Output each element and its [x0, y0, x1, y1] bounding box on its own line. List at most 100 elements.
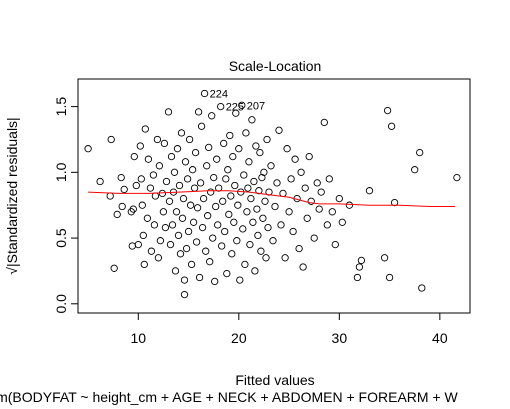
x-tick-label: 10	[131, 330, 147, 346]
data-point	[174, 146, 180, 152]
data-point	[336, 195, 342, 201]
data-point	[160, 209, 166, 215]
plot-frame	[78, 79, 470, 313]
data-point	[138, 176, 144, 182]
data-point	[176, 182, 182, 188]
data-point	[228, 193, 234, 199]
data-point	[268, 163, 274, 169]
data-point	[191, 185, 197, 191]
data-point	[237, 277, 243, 283]
data-point	[159, 190, 165, 196]
data-point	[332, 241, 338, 247]
data-point	[196, 274, 202, 280]
data-point	[179, 215, 185, 221]
data-point	[257, 149, 263, 155]
data-point	[154, 136, 160, 142]
data-point	[207, 259, 213, 265]
data-point	[346, 202, 352, 208]
data-point	[286, 209, 292, 215]
x-axis-label: Fitted values	[235, 372, 314, 388]
data-point	[304, 215, 310, 221]
data-point	[151, 222, 157, 228]
chart-title: Scale-Location	[229, 58, 322, 74]
data-point	[280, 190, 286, 196]
data-point	[175, 232, 181, 238]
data-point	[161, 140, 167, 146]
data-point	[366, 188, 372, 194]
data-point	[356, 264, 362, 270]
data-point	[262, 198, 268, 204]
data-point	[226, 211, 232, 217]
data-point	[230, 153, 236, 159]
data-point	[141, 261, 147, 267]
data-point	[140, 232, 146, 238]
data-point	[114, 211, 120, 217]
data-point	[152, 193, 158, 199]
data-point	[302, 185, 308, 191]
data-point	[318, 189, 324, 195]
data-point	[85, 146, 91, 152]
data-point	[156, 163, 162, 169]
data-point	[201, 90, 207, 96]
data-point	[185, 228, 191, 234]
data-point	[131, 153, 137, 159]
data-point	[300, 264, 306, 270]
data-point	[276, 127, 282, 133]
point-label: 207	[247, 100, 265, 112]
data-point	[205, 213, 211, 219]
data-point	[157, 238, 163, 244]
data-point	[261, 169, 267, 175]
data-point	[381, 255, 387, 261]
data-point	[222, 228, 228, 234]
y-tick-label: 1.0	[53, 162, 69, 182]
data-point	[192, 149, 198, 155]
y-axis-label: √|Standardized residuals|	[4, 117, 20, 274]
data-point	[264, 136, 270, 142]
data-point	[235, 202, 241, 208]
data-point	[314, 180, 320, 186]
data-point	[118, 174, 124, 180]
data-point	[172, 268, 178, 274]
data-point	[236, 146, 242, 152]
point-label: 225	[226, 102, 244, 114]
data-point	[209, 113, 215, 119]
data-point	[231, 219, 237, 225]
scatter-points	[85, 90, 460, 297]
data-point	[245, 185, 251, 191]
data-point	[316, 206, 322, 212]
data-point	[147, 185, 153, 191]
data-point	[197, 180, 203, 186]
data-point	[137, 143, 143, 149]
data-point	[227, 132, 233, 138]
data-point	[182, 159, 188, 165]
data-point	[184, 176, 190, 182]
data-point	[108, 136, 114, 142]
data-point	[272, 203, 278, 209]
data-point	[183, 245, 189, 251]
point-label: 224	[210, 89, 228, 101]
data-point	[288, 176, 294, 182]
data-point	[97, 178, 103, 184]
data-point	[111, 265, 117, 271]
data-point	[214, 156, 220, 162]
data-point	[292, 156, 298, 162]
data-point	[326, 176, 332, 182]
data-point	[248, 195, 254, 201]
y-axis: 0.00.51.01.5	[53, 97, 78, 314]
data-point	[249, 117, 255, 123]
data-point	[417, 149, 423, 155]
data-point	[107, 193, 113, 199]
data-point	[180, 195, 186, 201]
data-point	[139, 202, 145, 208]
data-point	[246, 159, 252, 165]
data-point	[200, 195, 206, 201]
data-point	[221, 140, 227, 146]
data-point	[171, 169, 177, 175]
data-point	[188, 261, 194, 267]
data-point	[270, 238, 276, 244]
data-point	[165, 109, 171, 115]
model-caption: lm(BODYFAT ~ height_cm + AGE + NECK + AB…	[0, 389, 459, 405]
data-point	[204, 163, 210, 169]
data-point	[144, 215, 150, 221]
